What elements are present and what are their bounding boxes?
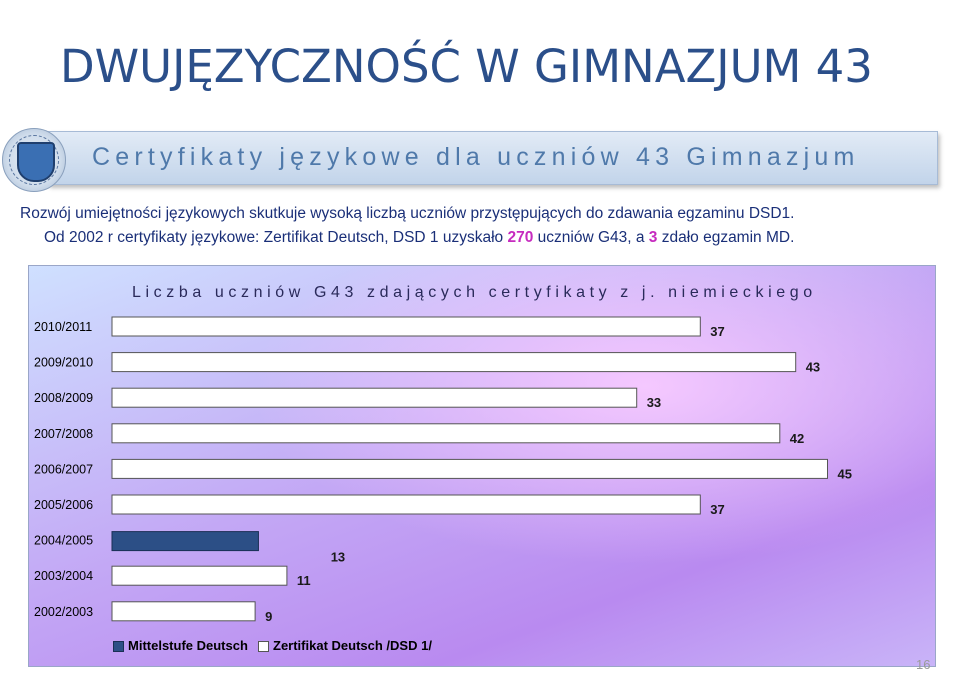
- intro-text-a: Od 2002 r certyfikaty językowe: Zertifik…: [44, 229, 508, 246]
- subtitle-text: Certyfikaty językowe dla uczniów 43 Gimn…: [92, 143, 860, 171]
- page-number: 16: [916, 657, 931, 672]
- data-label: 9: [265, 609, 272, 624]
- bar-zertifikat: [111, 352, 797, 373]
- category-label: 2008/2009: [34, 391, 93, 405]
- intro-count-3: 3: [648, 229, 658, 246]
- page-title: DWUJĘZYCZNOŚĆ W GIMNAZJUM 43: [60, 40, 873, 93]
- bar-zertifikat: [111, 601, 256, 622]
- data-label: 42: [790, 431, 804, 446]
- category-label: 2003/2004: [34, 569, 93, 583]
- chart-title: Liczba uczniów G43 zdających certyfikaty…: [132, 284, 817, 301]
- logo-ring-icon: [9, 135, 59, 185]
- bar-zertifikat: [111, 458, 828, 479]
- legend-label-mittelstufe: Mittelstufe Deutsch: [128, 638, 248, 653]
- intro-text-e: zdało egzamin MD.: [657, 229, 795, 246]
- legend-label-zertifikat: Zertifikat Deutsch /DSD 1/: [273, 638, 432, 653]
- intro-line-2: Od 2002 r certyfikaty językowe: Zertifik…: [44, 229, 794, 247]
- category-label: 2005/2006: [34, 498, 93, 512]
- bar-zertifikat: [111, 565, 288, 586]
- intro-count-270: 270: [507, 229, 534, 246]
- school-logo: [2, 128, 66, 192]
- data-label: 45: [838, 466, 852, 481]
- category-label: 2006/2007: [34, 462, 93, 476]
- shield-icon: [17, 142, 55, 182]
- bar-zertifikat: [111, 423, 781, 444]
- category-label: 2002/2003: [34, 605, 93, 619]
- data-label: 33: [647, 395, 661, 410]
- legend-item-zertifikat: Zertifikat Deutsch /DSD 1/: [258, 638, 432, 653]
- bar-zertifikat: [111, 494, 701, 515]
- bar-mittelstufe: [111, 531, 259, 552]
- intro-text-c: uczniów G43, a: [533, 229, 649, 246]
- data-label: 13: [331, 550, 345, 565]
- legend-swatch-zertifikat: [258, 641, 269, 653]
- category-label: 2004/2005: [34, 534, 93, 548]
- category-label: 2009/2010: [34, 356, 93, 370]
- legend-item-mittelstufe: Mittelstufe Deutsch: [113, 638, 248, 653]
- category-label: 2007/2008: [34, 427, 93, 441]
- category-label: 2010/2011: [34, 320, 92, 334]
- bar-zertifikat: [111, 387, 638, 408]
- legend-swatch-mittelstufe: [113, 641, 124, 653]
- data-label: 11: [297, 573, 311, 588]
- data-label: 37: [710, 502, 724, 517]
- subtitle-banner: [48, 131, 938, 185]
- intro-line-1: Rozwój umiejętności językowych skutkuje …: [20, 205, 795, 222]
- data-label: 43: [806, 360, 820, 375]
- bar-zertifikat: [111, 316, 701, 337]
- data-label: 37: [710, 324, 724, 339]
